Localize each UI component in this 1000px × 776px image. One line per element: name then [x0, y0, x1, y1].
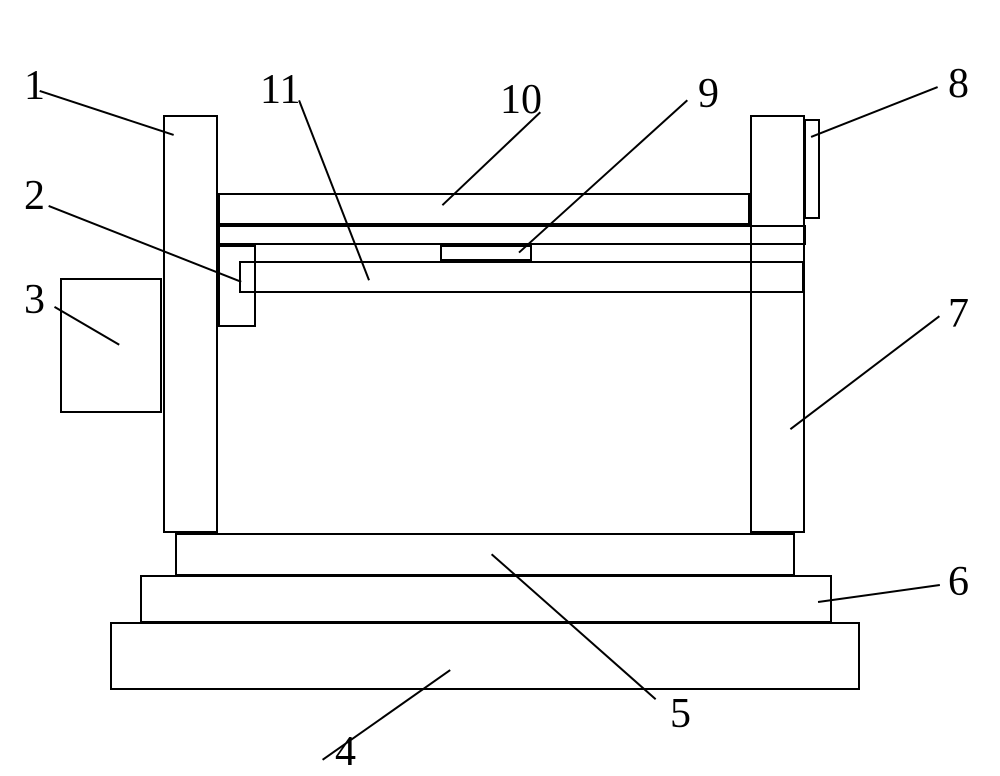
diagram-canvas: 1 2 3 4 5 6 7 8 9 10 11 — [0, 0, 1000, 774]
leader-1 — [39, 90, 174, 136]
label-3: 3 — [24, 276, 45, 324]
tag — [218, 245, 256, 327]
label-11: 11 — [260, 66, 300, 114]
label-6: 6 — [948, 558, 969, 606]
leader-10 — [442, 112, 541, 206]
top-bridge — [218, 193, 750, 225]
plate-lower — [239, 261, 804, 293]
label-5: 5 — [670, 690, 691, 738]
label-7: 7 — [948, 290, 969, 338]
plate-main — [218, 225, 806, 245]
leader-6 — [818, 584, 940, 603]
label-9: 9 — [698, 70, 719, 118]
base-plate — [140, 575, 832, 623]
label-2: 2 — [24, 172, 45, 220]
leader-7 — [790, 315, 940, 430]
label-4: 4 — [335, 728, 356, 776]
leader-8 — [810, 86, 938, 138]
left-box — [60, 278, 162, 413]
right-pillar — [750, 115, 805, 533]
leader-11 — [298, 100, 370, 281]
left-pillar — [163, 115, 218, 533]
small-block — [440, 245, 532, 261]
base-outer — [110, 622, 860, 690]
riser — [175, 533, 795, 576]
label-1: 1 — [24, 62, 45, 110]
label-8: 8 — [948, 60, 969, 108]
